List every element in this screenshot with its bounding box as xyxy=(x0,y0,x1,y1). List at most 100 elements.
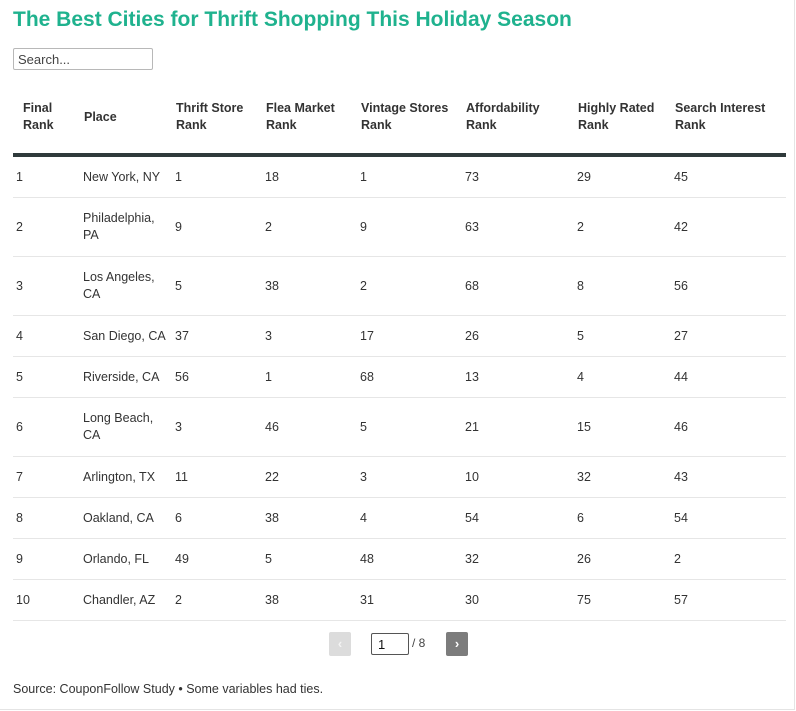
cell-vintage-stores-rank: 17 xyxy=(357,315,462,357)
cell-final-rank: 9 xyxy=(13,538,80,580)
cell-thrift-store-rank: 5 xyxy=(172,256,262,316)
cell-affordability-rank: 68 xyxy=(462,256,574,316)
cell-place: Los Angeles, CA xyxy=(80,256,172,316)
column-header-affordability-rank[interactable]: Affordability Rank xyxy=(462,92,574,157)
next-page-button[interactable]: › xyxy=(446,632,468,656)
cell-affordability-rank: 54 xyxy=(462,497,574,539)
cell-place: Arlington, TX xyxy=(80,456,172,498)
cell-affordability-rank: 26 xyxy=(462,315,574,357)
cell-thrift-store-rank: 6 xyxy=(172,497,262,539)
cell-vintage-stores-rank: 9 xyxy=(357,197,462,257)
pagination: ‹ / 8 › xyxy=(0,632,796,656)
cell-thrift-store-rank: 56 xyxy=(172,356,262,398)
cell-vintage-stores-rank: 48 xyxy=(357,538,462,580)
cell-vintage-stores-rank: 3 xyxy=(357,456,462,498)
table-row: 7 Arlington, TX 11 22 3 10 32 43 xyxy=(13,456,786,498)
cell-thrift-store-rank: 3 xyxy=(172,397,262,457)
cell-place: Chandler, AZ xyxy=(80,579,172,621)
page-number-input[interactable] xyxy=(371,633,409,655)
cell-affordability-rank: 21 xyxy=(462,397,574,457)
cell-affordability-rank: 63 xyxy=(462,197,574,257)
table-row: 4 San Diego, CA 37 3 17 26 5 27 xyxy=(13,315,786,357)
cell-vintage-stores-rank: 68 xyxy=(357,356,462,398)
page-total-label: / 8 xyxy=(412,636,426,650)
cell-vintage-stores-rank: 2 xyxy=(357,256,462,316)
cell-place: San Diego, CA xyxy=(80,315,172,357)
cell-highly-rated-rank: 8 xyxy=(574,256,671,316)
cell-place: Long Beach, CA xyxy=(80,397,172,457)
cell-highly-rated-rank: 29 xyxy=(574,155,671,198)
cell-final-rank: 1 xyxy=(13,155,80,198)
cell-flea-market-rank: 22 xyxy=(262,456,357,498)
column-header-vintage-stores-rank[interactable]: Vintage Stores Rank xyxy=(357,92,462,157)
cell-final-rank: 3 xyxy=(13,256,80,316)
column-header-flea-market-rank[interactable]: Flea Market Rank xyxy=(262,92,357,157)
cell-search-interest-rank: 54 xyxy=(671,497,786,539)
cell-final-rank: 10 xyxy=(13,579,80,621)
cell-final-rank: 5 xyxy=(13,356,80,398)
previous-page-button[interactable]: ‹ xyxy=(329,632,351,656)
cell-flea-market-rank: 38 xyxy=(262,497,357,539)
cell-final-rank: 2 xyxy=(13,197,80,257)
table-row: 8 Oakland, CA 6 38 4 54 6 54 xyxy=(13,497,786,539)
cell-place: Orlando, FL xyxy=(80,538,172,580)
table-row: 3 Los Angeles, CA 5 38 2 68 8 56 xyxy=(13,256,786,316)
cell-search-interest-rank: 27 xyxy=(671,315,786,357)
cell-place: New York, NY xyxy=(80,155,172,198)
column-header-highly-rated-rank[interactable]: Highly Rated Rank xyxy=(574,92,671,157)
table-row: 5 Riverside, CA 56 1 68 13 4 44 xyxy=(13,356,786,398)
cell-search-interest-rank: 42 xyxy=(671,197,786,257)
cell-thrift-store-rank: 37 xyxy=(172,315,262,357)
cell-search-interest-rank: 2 xyxy=(671,538,786,580)
cell-vintage-stores-rank: 5 xyxy=(357,397,462,457)
table-row: 10 Chandler, AZ 2 38 31 30 75 57 xyxy=(13,579,786,621)
cell-place: Riverside, CA xyxy=(80,356,172,398)
cell-place: Philadelphia, PA xyxy=(80,197,172,257)
cell-flea-market-rank: 3 xyxy=(262,315,357,357)
cell-place: Oakland, CA xyxy=(80,497,172,539)
table-header-row: Final Rank Place Thrift Store Rank Flea … xyxy=(13,92,786,157)
cell-affordability-rank: 30 xyxy=(462,579,574,621)
table-row: 6 Long Beach, CA 3 46 5 21 15 46 xyxy=(13,397,786,457)
cell-vintage-stores-rank: 1 xyxy=(357,155,462,198)
cell-final-rank: 6 xyxy=(13,397,80,457)
cell-affordability-rank: 32 xyxy=(462,538,574,580)
cell-highly-rated-rank: 4 xyxy=(574,356,671,398)
cell-highly-rated-rank: 32 xyxy=(574,456,671,498)
cell-search-interest-rank: 46 xyxy=(671,397,786,457)
cell-final-rank: 8 xyxy=(13,497,80,539)
cell-thrift-store-rank: 9 xyxy=(172,197,262,257)
cell-affordability-rank: 13 xyxy=(462,356,574,398)
cell-thrift-store-rank: 11 xyxy=(172,456,262,498)
cell-highly-rated-rank: 2 xyxy=(574,197,671,257)
cell-final-rank: 7 xyxy=(13,456,80,498)
cell-affordability-rank: 73 xyxy=(462,155,574,198)
ranking-table: Final Rank Place Thrift Store Rank Flea … xyxy=(13,92,786,621)
cell-flea-market-rank: 5 xyxy=(262,538,357,580)
table-row: 1 New York, NY 1 18 1 73 29 45 xyxy=(13,155,786,198)
cell-flea-market-rank: 1 xyxy=(262,356,357,398)
cell-flea-market-rank: 38 xyxy=(262,579,357,621)
cell-thrift-store-rank: 1 xyxy=(172,155,262,198)
column-header-search-interest-rank[interactable]: Search Interest Rank xyxy=(671,92,786,157)
column-header-thrift-store-rank[interactable]: Thrift Store Rank xyxy=(172,92,262,157)
cell-thrift-store-rank: 2 xyxy=(172,579,262,621)
cell-vintage-stores-rank: 31 xyxy=(357,579,462,621)
cell-highly-rated-rank: 6 xyxy=(574,497,671,539)
page-title: The Best Cities for Thrift Shopping This… xyxy=(13,8,572,31)
column-header-place[interactable]: Place xyxy=(80,92,172,157)
cell-search-interest-rank: 56 xyxy=(671,256,786,316)
cell-thrift-store-rank: 49 xyxy=(172,538,262,580)
cell-search-interest-rank: 57 xyxy=(671,579,786,621)
table-row: 2 Philadelphia, PA 9 2 9 63 2 42 xyxy=(13,197,786,257)
search-input[interactable] xyxy=(13,48,153,70)
cell-search-interest-rank: 45 xyxy=(671,155,786,198)
column-header-final-rank[interactable]: Final Rank xyxy=(13,92,80,157)
cell-final-rank: 4 xyxy=(13,315,80,357)
source-note: Source: CouponFollow Study • Some variab… xyxy=(13,682,324,696)
cell-highly-rated-rank: 26 xyxy=(574,538,671,580)
cell-search-interest-rank: 43 xyxy=(671,456,786,498)
cell-affordability-rank: 10 xyxy=(462,456,574,498)
cell-flea-market-rank: 38 xyxy=(262,256,357,316)
